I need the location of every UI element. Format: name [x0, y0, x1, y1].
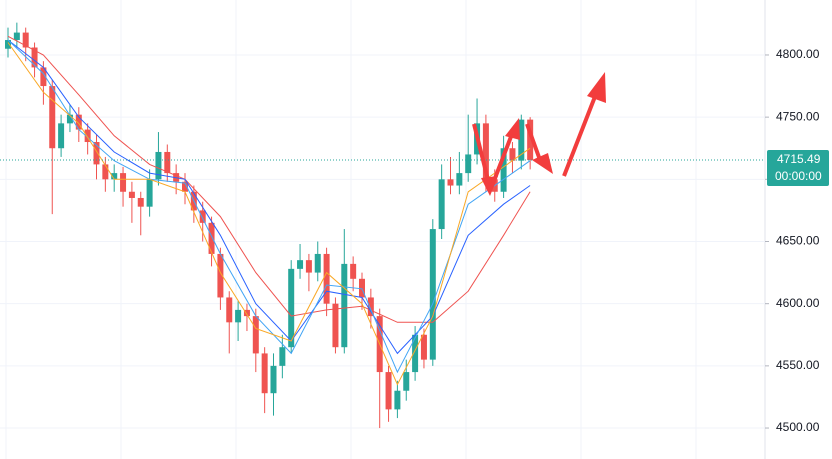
- moving-average-line: [7, 39, 531, 355]
- y-tick-label: 4500.00: [776, 420, 820, 434]
- candle-body: [58, 123, 65, 149]
- y-axis: 4500.004550.004600.004650.004700.004750.…: [765, 47, 829, 434]
- candle-body: [367, 297, 374, 317]
- candle-body: [13, 32, 20, 41]
- candle-body: [31, 47, 38, 68]
- candle-body: [420, 334, 427, 360]
- y-tick-label: 4800.00: [776, 47, 820, 61]
- candle-body: [146, 179, 153, 207]
- candle-body: [429, 229, 436, 360]
- candle-body: [93, 142, 100, 165]
- candle-body: [465, 154, 472, 174]
- candle-body: [235, 309, 242, 323]
- candle-body: [323, 253, 330, 304]
- candle-body: [252, 316, 259, 354]
- candle-body: [314, 253, 321, 273]
- annotation-arrows: [472, 72, 606, 196]
- candle-body: [527, 119, 534, 161]
- candle-body: [75, 114, 82, 130]
- countdown-label: 00:00:00: [775, 169, 822, 183]
- candle-body: [482, 123, 489, 180]
- candle-body: [385, 372, 392, 410]
- candle-body: [509, 148, 516, 161]
- vertical-grid: [5, 0, 697, 459]
- y-tick-label: 4600.00: [776, 296, 820, 310]
- candle-body: [217, 253, 224, 298]
- candle-body: [447, 179, 454, 186]
- candle-body: [66, 114, 73, 124]
- candle-body: [40, 67, 47, 87]
- candle-body: [164, 151, 171, 174]
- candle-body: [226, 297, 233, 323]
- candle-body: [84, 129, 91, 143]
- arrow-line: [525, 123, 542, 161]
- y-tick-label: 4550.00: [776, 358, 820, 372]
- candle-body: [128, 191, 135, 198]
- candle-body: [261, 353, 268, 394]
- candle-body: [155, 151, 162, 180]
- candle-body: [49, 86, 56, 149]
- arrow-head: [532, 153, 553, 174]
- candle-body: [341, 263, 348, 348]
- arrow-line: [490, 133, 514, 187]
- candle-body: [137, 197, 144, 207]
- candle-body: [305, 260, 312, 273]
- candle-body: [199, 210, 206, 223]
- arrow-line: [562, 93, 598, 177]
- candle-body: [120, 173, 127, 192]
- candle-body: [394, 390, 401, 410]
- candle-body: [182, 181, 188, 192]
- y-tick-label: 4750.00: [776, 109, 820, 123]
- candle-body: [111, 173, 118, 180]
- plot-area: [0, 22, 765, 429]
- candle-body: [438, 179, 445, 230]
- candle-body: [5, 40, 11, 49]
- y-tick-label: 4650.00: [776, 234, 820, 248]
- candle-body: [456, 173, 463, 186]
- candle-body: [297, 260, 304, 269]
- candle-body: [332, 303, 339, 348]
- candle-body: [518, 119, 525, 161]
- candle-body: [500, 148, 507, 192]
- candle-body: [412, 334, 419, 373]
- candle-body: [359, 278, 365, 298]
- candle-body: [288, 268, 295, 348]
- last-price-label: 4715.49: [777, 152, 821, 166]
- candle-body: [350, 263, 357, 279]
- candle-body: [270, 365, 277, 394]
- price-tag: [767, 150, 829, 187]
- grid: [0, 54, 765, 429]
- candle-body: [208, 222, 215, 254]
- candle-body: [279, 347, 286, 366]
- moving-average-line: [7, 35, 531, 323]
- candle-body: [102, 164, 109, 180]
- candle-body: [403, 372, 410, 391]
- arrow-line: [472, 123, 490, 181]
- candle-body: [22, 32, 29, 48]
- arrow-head: [505, 118, 520, 140]
- arrow-head: [587, 72, 606, 103]
- candle-body: [243, 309, 250, 317]
- moving-average-line: [7, 42, 531, 386]
